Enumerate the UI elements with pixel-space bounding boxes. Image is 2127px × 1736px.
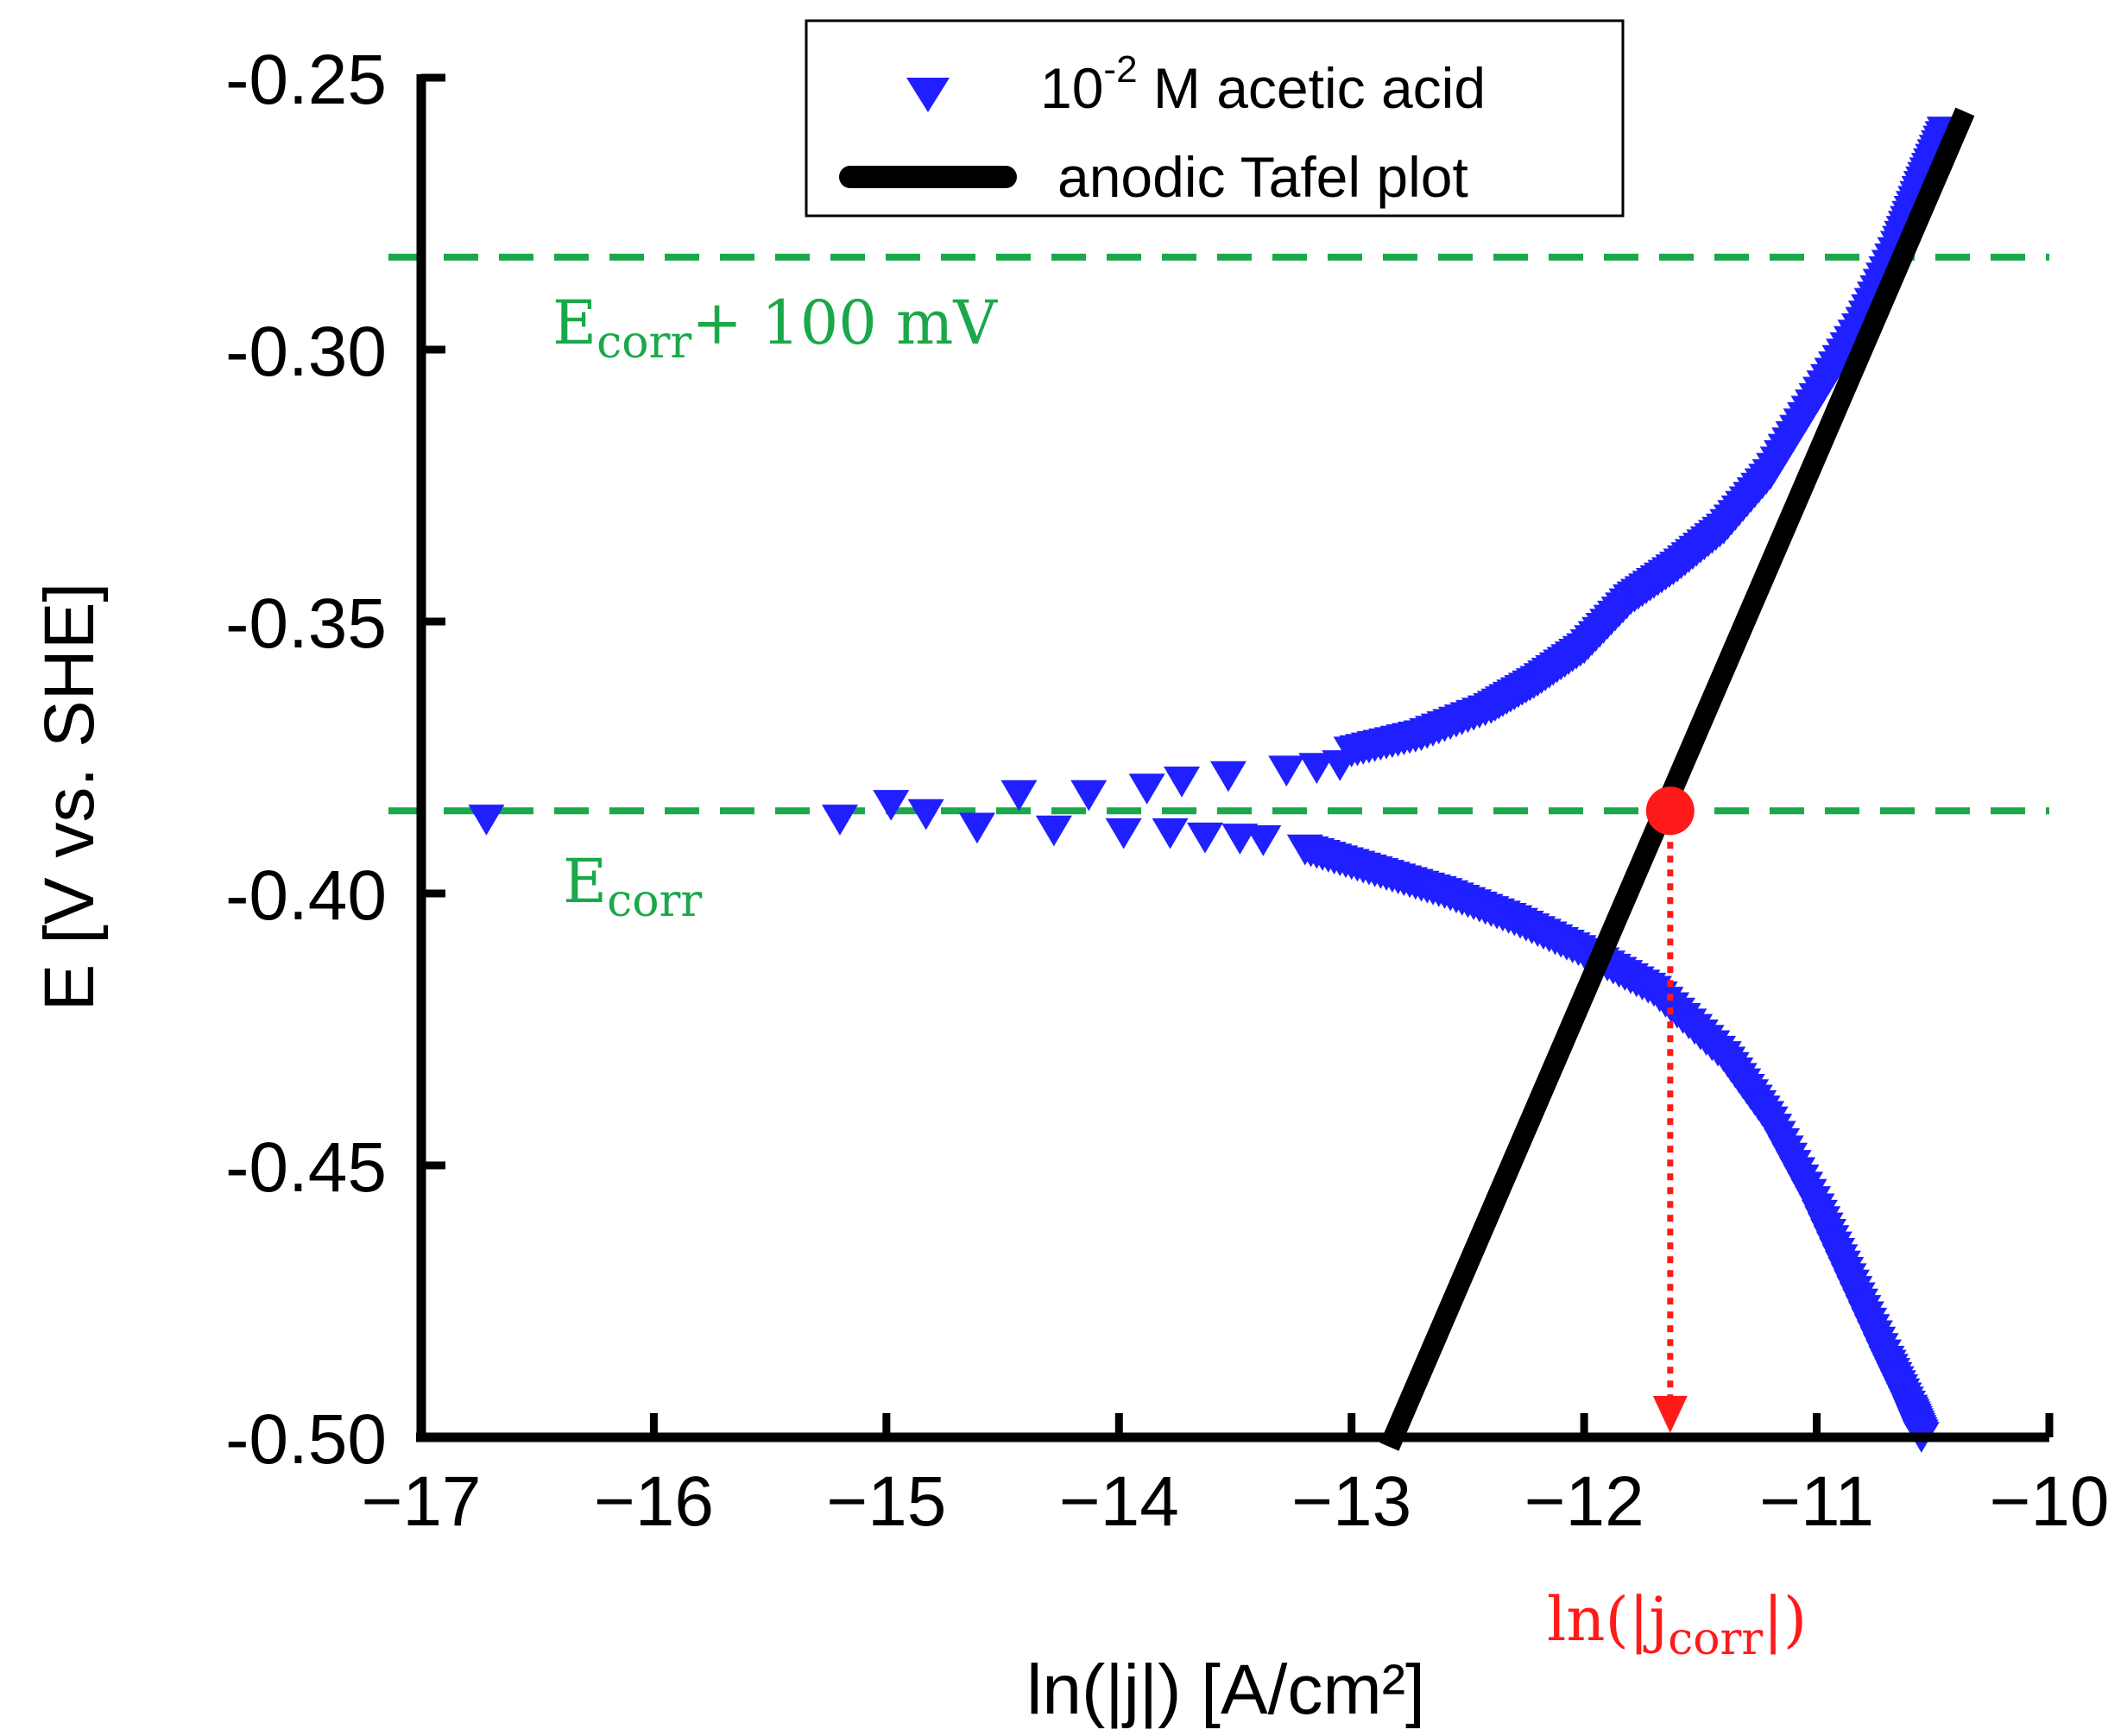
- y-axis-label: E [V vs. SHE]: [30, 583, 109, 1012]
- y-tick-label: -0.45: [225, 1128, 387, 1207]
- ecorr-label: Ecorr: [563, 846, 702, 927]
- x-tick-label: −13: [1291, 1462, 1411, 1541]
- data-point: [958, 812, 995, 844]
- legend-tafel-label: anodic Tafel plot: [1057, 145, 1468, 209]
- data-point: [821, 805, 858, 836]
- x-axis-label: ln(|j|) [A/cm²]: [1026, 1651, 1425, 1729]
- x-tick-label: −17: [361, 1462, 481, 1541]
- jcorr-label: ln(|jcorr|): [1547, 1584, 1807, 1665]
- data-point: [1105, 817, 1142, 849]
- x-tick-label: −11: [1759, 1462, 1874, 1541]
- anodic-tafel-line: [1379, 107, 1975, 1451]
- data-point: [1000, 780, 1038, 811]
- data-point: [1186, 822, 1223, 854]
- legend-triangle-marker-icon: [906, 78, 950, 112]
- data-point: [1298, 753, 1335, 784]
- y-tick-label: -0.40: [225, 856, 387, 935]
- x-tick-label: −14: [1059, 1462, 1179, 1541]
- data-point: [1070, 780, 1108, 811]
- y-tick-label: -0.30: [225, 312, 387, 391]
- data-point: [1164, 767, 1201, 798]
- data-point: [1245, 825, 1282, 856]
- data-point: [873, 790, 910, 821]
- x-tick-label: −15: [826, 1462, 946, 1541]
- x-tick-label: −10: [1989, 1462, 2109, 1541]
- x-tick-label: −12: [1524, 1462, 1644, 1541]
- legend-series-label: 10-2 M acetic acid: [1040, 48, 1486, 120]
- data-point: [1152, 817, 1189, 849]
- jcorr-arrowhead: [1652, 1396, 1688, 1433]
- data-point: [1035, 815, 1072, 847]
- data-point: [1128, 773, 1165, 805]
- ecorr-plus-100mv-label: Ecorr+ 100 mV: [552, 287, 998, 369]
- data-point: [1209, 761, 1247, 792]
- x-tick-label: −16: [594, 1462, 714, 1541]
- y-tick-label: -0.35: [225, 584, 387, 663]
- data-point: [907, 799, 944, 830]
- x-axis-ticks: −17 −16 −15 −14 −13 −12 −11 −10: [361, 1413, 2110, 1541]
- data-point: [468, 805, 505, 836]
- corrosion-point-marker: [1645, 786, 1695, 836]
- data-point: [1268, 755, 1305, 787]
- y-axis-ticks: -0.25 -0.30 -0.35 -0.40 -0.45 -0.50: [225, 41, 445, 1479]
- y-tick-label: -0.50: [225, 1400, 387, 1479]
- legend: 10-2 M acetic acid anodic Tafel plot: [805, 19, 1625, 218]
- y-tick-label: -0.25: [225, 41, 387, 119]
